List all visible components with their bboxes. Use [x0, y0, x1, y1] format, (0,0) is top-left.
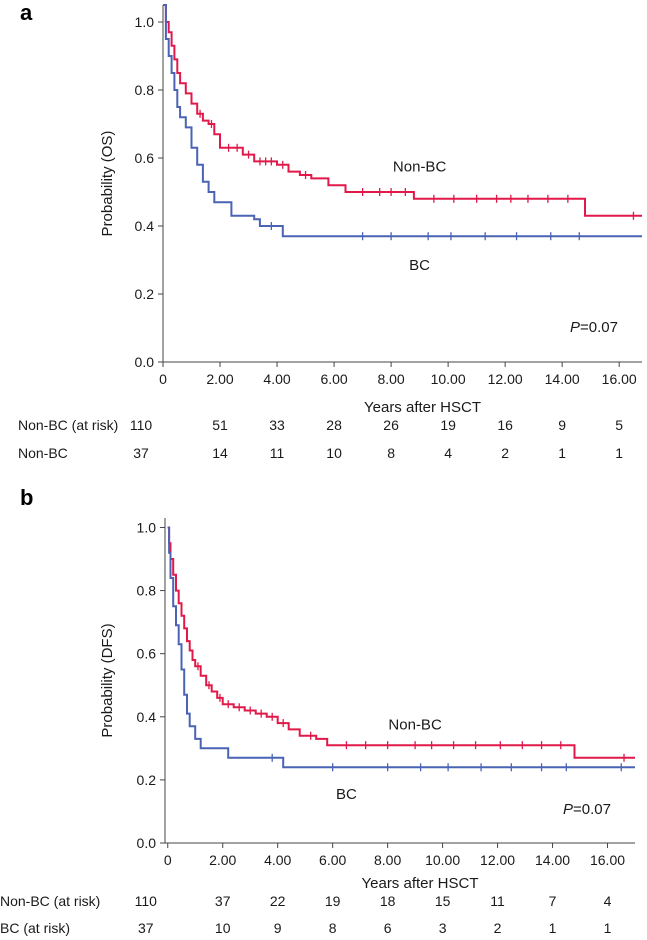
risk-value: 1	[615, 445, 623, 461]
y-tick-label: 1.0	[135, 14, 155, 30]
risk-value: 22	[270, 893, 286, 909]
km-curve-non-bc	[163, 4, 642, 217]
risk-value: 10	[326, 445, 342, 461]
risk-value: 51	[212, 417, 228, 433]
risk-row-label: Non-BC	[18, 445, 68, 461]
risk-value: 4	[604, 893, 612, 909]
y-tick-label: 0.4	[137, 709, 157, 725]
x-tick-label: 0	[159, 371, 167, 387]
y-tick-label: 0.4	[135, 218, 155, 234]
x-tick-label: 2.00	[206, 371, 233, 387]
panel-letter: a	[20, 0, 33, 25]
y-tick-label: 1.0	[137, 519, 157, 535]
risk-value: 9	[558, 417, 566, 433]
risk-value: 6	[384, 920, 392, 936]
x-tick-label: 4.00	[264, 852, 291, 868]
risk-value: 28	[326, 417, 342, 433]
x-tick-label: 16.00	[590, 852, 625, 868]
x-tick-label: 14.00	[535, 852, 570, 868]
x-tick-label: 10.00	[431, 371, 466, 387]
x-tick-label: 0	[164, 852, 172, 868]
risk-value: 3	[439, 920, 447, 936]
risk-value: 11	[270, 445, 285, 461]
risk-value: 18	[380, 893, 396, 909]
risk-value: 15	[435, 893, 451, 909]
risk-row-label: Non-BC (at risk)	[0, 893, 100, 909]
risk-value: 19	[325, 893, 341, 909]
y-tick-label: 0.2	[137, 772, 157, 788]
risk-value: 19	[440, 417, 456, 433]
panel-b: b 0.0 0.2 0.4 0.6 0.8 1.0 0 2.00 4.00 6.00 8.00 10.0…	[0, 485, 635, 936]
panel-a: a 0.0 0.2 0.4 0.6 0.8 1.0 0 2.00 4.00 6.00 8.00 10.0…	[18, 0, 642, 461]
p-value: P=0.07	[563, 801, 611, 818]
y-tick-label: 0.0	[135, 354, 155, 370]
y-axis-title: Probability (OS)	[99, 131, 116, 237]
x-tick-label: 16.00	[602, 371, 637, 387]
x-tick-label: 8.00	[377, 371, 404, 387]
km-curve-bc	[163, 4, 642, 238]
panel-letter: b	[20, 485, 33, 510]
risk-value: 8	[387, 445, 395, 461]
x-tick-label: 12.00	[488, 371, 523, 387]
x-axis-title: Years after HSCT	[362, 875, 479, 892]
risk-value: 2	[494, 920, 502, 936]
series-label: BC	[336, 786, 357, 803]
series-label: Non-BC	[393, 159, 447, 176]
risk-value: 110	[130, 417, 153, 433]
x-tick-label: 10.00	[425, 852, 460, 868]
risk-value: 9	[274, 920, 282, 936]
y-tick-label: 0.8	[137, 583, 157, 599]
risk-value: 1	[558, 445, 566, 461]
p-value: P=0.07	[570, 319, 618, 336]
risk-value: 7	[549, 893, 557, 909]
x-tick-label: 4.00	[263, 371, 290, 387]
x-tick-label: 6.00	[319, 852, 346, 868]
risk-value: 1	[549, 920, 557, 936]
series-label: BC	[409, 257, 430, 274]
risk-value: 5	[615, 417, 623, 433]
y-tick-label: 0.2	[135, 286, 155, 302]
risk-value: 4	[444, 445, 452, 461]
x-tick-label: 14.00	[545, 371, 580, 387]
y-tick-label: 0.6	[137, 646, 157, 662]
risk-value: 1	[604, 920, 612, 936]
risk-value: 8	[329, 920, 337, 936]
series-label: Non-BC	[388, 716, 442, 733]
risk-value: 33	[269, 417, 285, 433]
x-tick-label: 12.00	[480, 852, 515, 868]
y-axis-title: Probability (DFS)	[99, 623, 116, 737]
x-tick-label: 6.00	[320, 371, 347, 387]
km-curve-bc	[167, 526, 635, 769]
risk-value: 14	[212, 445, 228, 461]
risk-value: 37	[215, 893, 231, 909]
risk-value: 26	[383, 417, 399, 433]
risk-value: 11	[490, 893, 505, 909]
risk-value: 110	[135, 893, 158, 909]
risk-value: 37	[133, 445, 149, 461]
y-tick-label: 0.0	[137, 835, 157, 851]
risk-row-label: Non-BC (at risk)	[18, 417, 118, 433]
risk-value: 16	[497, 417, 513, 433]
y-tick-label: 0.6	[135, 150, 155, 166]
x-tick-label: 8.00	[374, 852, 401, 868]
x-tick-label: 2.00	[209, 852, 236, 868]
risk-value: 10	[215, 920, 231, 936]
y-tick-label: 0.8	[135, 82, 155, 98]
x-axis-title: Years after HSCT	[364, 399, 481, 416]
risk-value: 2	[501, 445, 509, 461]
risk-value: 37	[138, 920, 154, 936]
risk-row-label: BC (at risk)	[0, 920, 70, 936]
